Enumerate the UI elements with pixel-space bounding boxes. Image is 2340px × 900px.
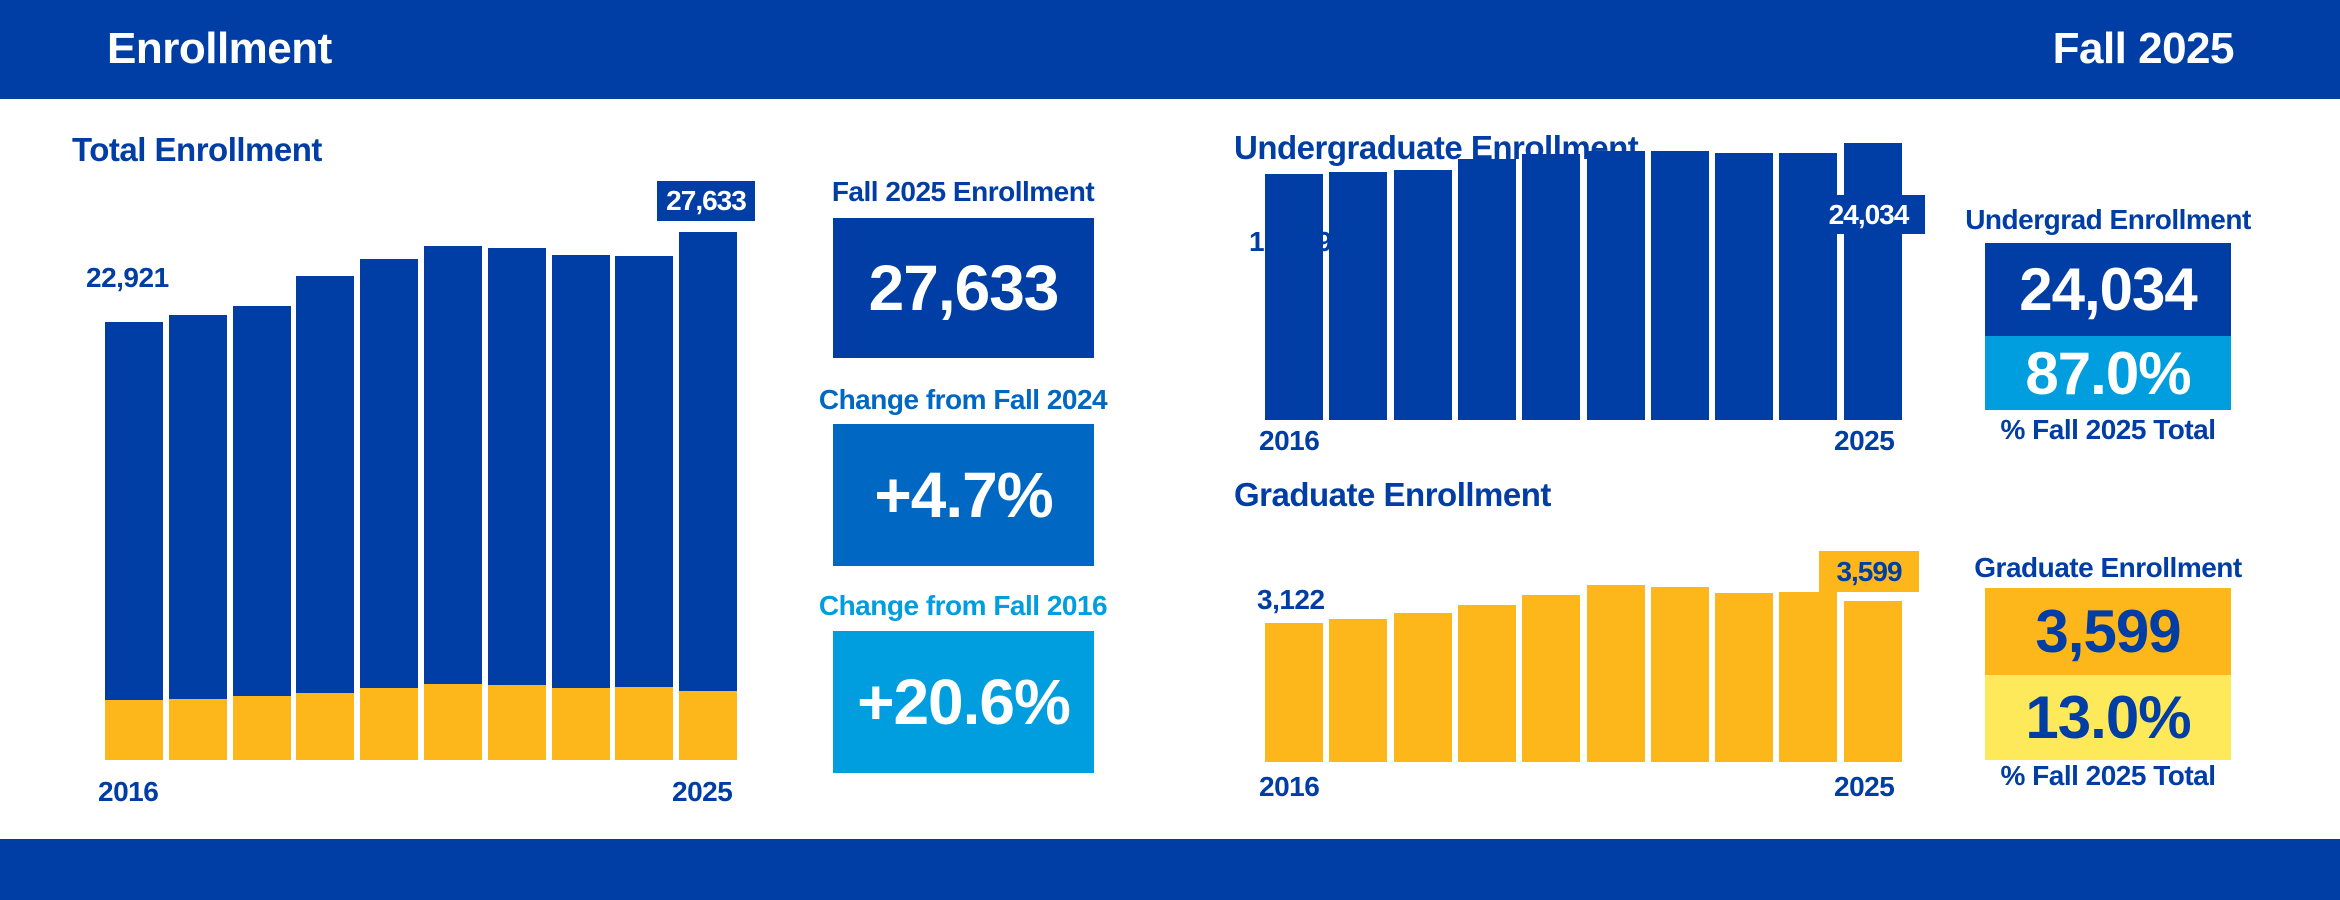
graduate-bar-2025 <box>1843 601 1902 762</box>
total-bar-undergrad-2019 <box>296 276 355 693</box>
undergrad-title: Undergraduate Enrollment <box>1234 129 1639 166</box>
graduate-bar-2020 <box>1522 594 1581 762</box>
graduate-bar-2018 <box>1393 612 1452 762</box>
graduate-bar-2023 <box>1715 593 1774 762</box>
kpi-change-2024-value: +4.7% <box>833 424 1094 566</box>
graduate-kpi-pct: 13.0% <box>1985 675 2231 760</box>
undergrad-kpi-label: Undergrad Enrollment <box>1965 204 2251 235</box>
undergrad-bar-2019 <box>1457 159 1516 420</box>
total-bar-graduate-2016 <box>105 700 163 760</box>
total-bar-undergrad-2025 <box>679 231 738 692</box>
total-chart <box>0 0 800 840</box>
undergrad-kpi-pct: 87.0% <box>1985 336 2231 410</box>
kpi-fall2025-label: Fall 2025 Enrollment <box>831 176 1095 207</box>
total-bar-graduate-2019 <box>296 692 355 760</box>
total-last-label: 27,633 <box>657 181 755 221</box>
total-bar-undergrad-2021 <box>424 245 482 685</box>
graduate-kpi-pct-label: % Fall 2025 Total <box>2000 760 2216 791</box>
graduate-bar-2022 <box>1650 587 1709 762</box>
graduate-kpi-value: 3,599 <box>1985 588 2231 675</box>
undergrad-bar-2024 <box>1779 153 1838 420</box>
graduate-year-end: 2025 <box>1834 771 1895 802</box>
total-bar-graduate-2023 <box>551 687 610 760</box>
kpi-change-2016-value: +20.6% <box>833 631 1094 773</box>
undergrad-last-label: 24,034 <box>1812 195 1925 234</box>
graduate-first-label: 3,122 <box>1257 584 1325 615</box>
graduate-bar-2024 <box>1779 592 1838 762</box>
undergrad-year-start: 2016 <box>1259 425 1320 456</box>
total-bar-undergrad-2024 <box>615 255 674 688</box>
undergrad-bar-2021 <box>1586 150 1645 420</box>
total-first-label: 22,921 <box>86 262 169 293</box>
total-bar-graduate-2025 <box>679 691 738 760</box>
total-bar-graduate-2024 <box>615 687 674 760</box>
undergrad-bar-2025 <box>1843 142 1902 420</box>
undergrad-first-label: 19,799 <box>1249 226 1332 257</box>
page-title: Enrollment <box>107 24 332 73</box>
undergrad-bar-2018 <box>1393 169 1452 420</box>
total-bar-graduate-2022 <box>487 685 546 760</box>
total-bar-undergrad-2023 <box>551 254 610 688</box>
total-year-end: 2025 <box>672 776 733 807</box>
undergrad-bar-2020 <box>1522 154 1581 420</box>
footer-band <box>0 839 2340 900</box>
total-bar-graduate-2017 <box>168 698 227 760</box>
graduate-bar-2019 <box>1457 604 1516 762</box>
graduate-year-start: 2016 <box>1259 771 1320 802</box>
header-band <box>0 0 2340 99</box>
total-bar-undergrad-2017 <box>168 314 227 699</box>
graduate-bar-2021 <box>1586 584 1645 762</box>
graduate-bar-2016 <box>1265 622 1323 762</box>
total-year-start: 2016 <box>98 776 159 807</box>
kpi-change-2016-label: Change from Fall 2016 <box>818 590 1108 621</box>
undergrad-bar-2023 <box>1715 152 1774 420</box>
graduate-title: Graduate Enrollment <box>1234 476 1551 513</box>
total-bar-graduate-2021 <box>424 684 482 760</box>
total-title: Total Enrollment <box>72 131 322 168</box>
undergrad-bar-2017 <box>1329 171 1388 420</box>
graduate-last-label: 3,599 <box>1819 551 1919 592</box>
term-label: Fall 2025 <box>2052 24 2235 73</box>
total-bar-undergrad-2016 <box>105 321 163 701</box>
total-bar-graduate-2020 <box>360 688 419 760</box>
undergrad-bar-2016 <box>1265 174 1323 420</box>
total-bar-undergrad-2020 <box>360 259 419 689</box>
total-bar-undergrad-2018 <box>232 306 291 697</box>
undergrad-bar-2022 <box>1650 151 1709 420</box>
kpi-change-2024-label: Change from Fall 2024 <box>818 384 1108 415</box>
total-bar-undergrad-2022 <box>487 248 546 686</box>
total-bar-graduate-2018 <box>232 696 291 760</box>
graduate-kpi-label: Graduate Enrollment <box>1974 552 2242 583</box>
kpi-fall2025-value: 27,633 <box>833 218 1094 358</box>
undergrad-kpi-pct-label: % Fall 2025 Total <box>2000 414 2216 445</box>
undergrad-year-end: 2025 <box>1834 425 1895 456</box>
graduate-bar-2017 <box>1329 618 1388 762</box>
undergrad-kpi-value: 24,034 <box>1985 243 2231 336</box>
